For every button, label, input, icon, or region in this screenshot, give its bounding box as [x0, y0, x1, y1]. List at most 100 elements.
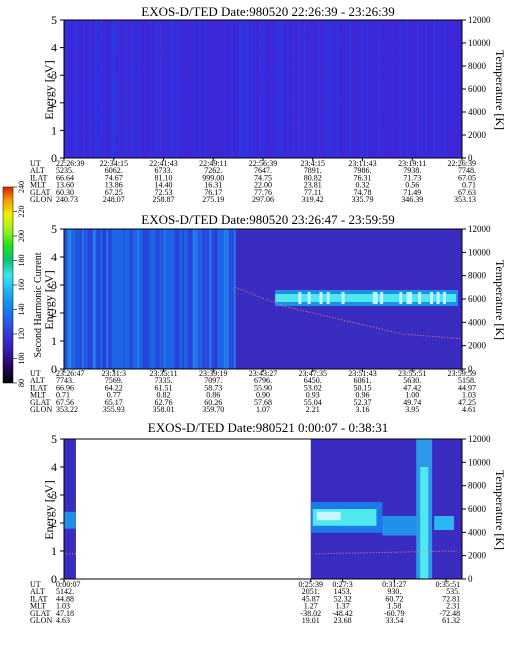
table-cell: 7569.: [105, 376, 123, 385]
row-label-ilat: ILAT: [30, 594, 47, 603]
temperature-tick-label: 2000: [468, 341, 487, 351]
energy-tick-label: 1: [51, 334, 57, 348]
table-cell: 6796.: [254, 376, 272, 385]
table-cell: 7647.: [254, 166, 272, 175]
panel-1-plot: 0 1 2 3 4 5 0 2000 4000 6000 8000 10000 12000: [51, 13, 491, 165]
heatmap-speckle: [381, 77, 383, 79]
heatmap-speckle: [333, 148, 335, 150]
heatmap-stripe: [198, 20, 202, 158]
heatmap-speckle: [224, 89, 226, 91]
table-cell: 66.96: [56, 383, 74, 392]
heatmap-speckle: [222, 57, 224, 59]
table-cell: 5142.: [56, 587, 74, 596]
table-cell: 22.00: [254, 181, 272, 190]
heatmap-stripe: [246, 20, 250, 158]
heatmap-speckle: [381, 67, 383, 69]
table-cell: 23:39:19: [199, 369, 227, 378]
table-cell: 44.97: [458, 383, 476, 392]
table-cell: 0.86: [206, 391, 220, 400]
temperature-tick-label: 12000: [468, 224, 491, 234]
heatmap-speckle: [194, 90, 196, 92]
table-cell: 0.56: [405, 181, 419, 190]
heatmap-speckle: [416, 150, 418, 152]
heatmap-stripe: [230, 20, 233, 158]
heatmap-stripe: [224, 20, 226, 158]
heatmap-speckle: [268, 144, 270, 146]
heatmap-stripe: [233, 229, 236, 369]
heatmap-speckle: [99, 62, 101, 64]
table-cell: 72.81: [442, 594, 460, 603]
table-cell: 1.00: [405, 391, 419, 400]
heatmap-speckle: [73, 67, 75, 69]
table-cell: 0.32: [356, 181, 370, 190]
table-cell: 33.54: [385, 616, 403, 625]
row-label-ut: UT: [30, 159, 41, 168]
heatmap-speckle: [293, 123, 295, 125]
heatmap-stripe: [170, 20, 173, 158]
heatmap-stripe: [131, 20, 133, 158]
heatmap-stripe: [113, 20, 117, 158]
heatmap-speckle: [394, 44, 396, 46]
heatmap-speckle: [290, 146, 292, 148]
heatmap-speckle: [369, 88, 371, 90]
heatmap-stripe: [138, 20, 140, 158]
table-cell: 16.31: [204, 181, 222, 190]
table-cell: 2051.: [302, 587, 320, 596]
heatmap-speckle: [164, 85, 166, 87]
heatmap-speckle: [187, 147, 189, 149]
heatmap-stripe: [405, 20, 409, 158]
heatmap-speckle: [256, 62, 258, 64]
table-cell: 0.77: [107, 391, 121, 400]
heatmap-speckle: [317, 153, 319, 155]
table-cell: 66.64: [56, 173, 74, 182]
panel-1-orbit-table: UTALTILATMLTGLATGLON22:26:395235.66.6413…: [30, 158, 476, 204]
energy-band: [434, 516, 455, 530]
table-cell: 50.15: [354, 383, 372, 392]
heatmap-stripe: [90, 229, 93, 369]
colorbar-tick-label: 160: [17, 279, 26, 291]
heatmap-stripe: [316, 20, 320, 158]
table-cell: 0:00:07: [56, 580, 80, 589]
heatmap-stripe: [107, 229, 110, 369]
heatmap-speckle: [346, 112, 348, 114]
heatmap-speckle: [221, 140, 223, 142]
heatmap-speckle: [102, 107, 104, 109]
table-cell: 7262.: [204, 166, 222, 175]
heatmap-speckle: [333, 33, 335, 35]
table-cell: 19.01: [302, 616, 320, 625]
heatmap-speckle: [69, 53, 71, 55]
heatmap-speckle: [424, 119, 426, 121]
heatmap-stripe: [177, 20, 180, 158]
energy-tick-label: 3: [51, 278, 57, 292]
table-cell: 1453.: [334, 587, 352, 596]
colorbar-tick-label: 220: [17, 206, 26, 218]
heatmap-speckle: [274, 150, 276, 152]
heatmap-speckle: [180, 41, 182, 43]
table-cell: -72.48: [439, 609, 460, 618]
temperature-tick-label: 10000: [468, 247, 491, 257]
heatmap-speckle: [173, 148, 175, 150]
table-cell: 22:34:15: [100, 159, 128, 168]
heatmap-stripe: [155, 229, 160, 369]
table-cell: 67.63: [458, 188, 476, 197]
panel-1-ylabel: Energy [eV]: [42, 60, 56, 119]
heatmap-speckle: [230, 35, 232, 37]
panel-2-ylabel: Energy [eV]: [42, 270, 56, 329]
heatmap-speckle: [243, 139, 245, 141]
heatmap-speckle: [398, 60, 400, 62]
heatmap-stripe: [238, 20, 241, 158]
heatmap-speckle: [159, 150, 161, 152]
table-cell: 65.17: [105, 398, 123, 407]
heatmap-speckle: [201, 51, 203, 53]
table-cell: 49.74: [403, 398, 421, 407]
heatmap-speckle: [246, 20, 248, 22]
heatmap-speckle: [112, 64, 114, 66]
row-label-ilat: ILAT: [30, 383, 47, 392]
heatmap-speckle: [145, 105, 147, 107]
heatmap-speckle: [383, 76, 385, 78]
temperature-tick-label: 0: [468, 574, 473, 584]
heatmap-speckle: [259, 32, 261, 34]
panel-1-title: EXOS-D/TED Date:980520 22:26:39 - 23:26:…: [141, 4, 394, 19]
heatmap-speckle: [116, 117, 118, 119]
heatmap-speckle: [235, 144, 237, 146]
